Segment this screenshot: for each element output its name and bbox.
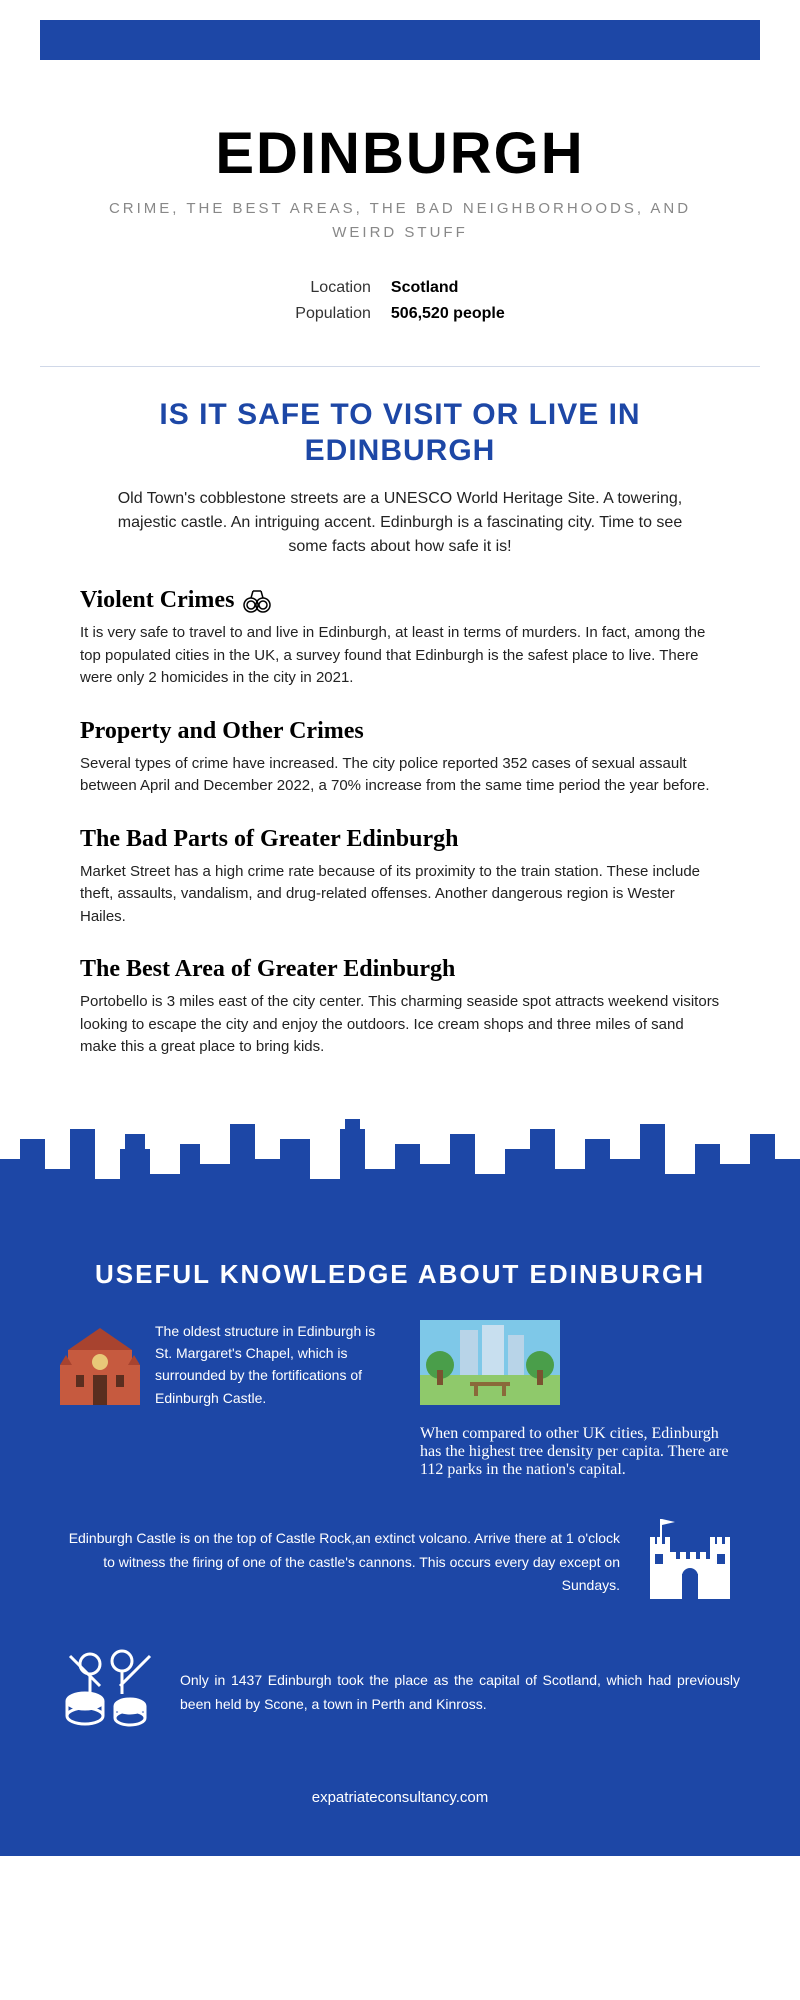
infographic-page: EDINBURGH CRIME, THE BEST AREAS, THE BAD… <box>0 20 800 1856</box>
bad-parts-heading: The Bad Parts of Greater Edinburgh <box>80 826 720 853</box>
section-bad-parts: The Bad Parts of Greater Edinburgh Marke… <box>0 826 800 929</box>
violent-crimes-heading-text: Violent Crimes <box>80 587 234 614</box>
meta-labels: Location Population <box>295 275 371 326</box>
fact-trees: When compared to other UK cities, Edinbu… <box>420 1320 740 1479</box>
skyline-graphic <box>0 1089 800 1229</box>
fact-chapel-text: The oldest structure in Edinburgh is St.… <box>155 1320 380 1410</box>
fact-chapel: The oldest structure in Edinburgh is St.… <box>60 1320 380 1479</box>
fact-trees-text: When compared to other UK cities, Edinbu… <box>420 1425 740 1479</box>
meta-values: Scotland 506,520 people <box>391 275 505 326</box>
fact-castle: Edinburgh Castle is on the top of Castle… <box>60 1509 740 1617</box>
fact-capital: Only in 1437 Edinburgh took the place as… <box>60 1646 740 1739</box>
section-property-crimes: Property and Other Crimes Several types … <box>0 718 800 798</box>
section-best-area: The Best Area of Greater Edinburgh Porto… <box>0 956 800 1059</box>
violent-crimes-body: It is very safe to travel to and live in… <box>80 622 720 690</box>
section-violent-crimes: Violent Crimes It is very safe to travel… <box>0 587 800 690</box>
best-area-body: Portobello is 3 miles east of the city c… <box>80 991 720 1059</box>
handcuffs-icon <box>242 588 272 614</box>
page-subtitle: CRIME, THE BEST AREAS, THE BAD NEIGHBORH… <box>80 197 720 245</box>
safety-block: IS IT SAFE TO VISIT OR LIVE IN EDINBURGH… <box>0 367 800 559</box>
population-label: Population <box>295 301 371 327</box>
top-accent-bar <box>40 20 760 60</box>
footer-url: expatriateconsultancy.com <box>60 1789 740 1806</box>
population-value: 506,520 people <box>391 301 505 327</box>
safety-intro: Old Town's cobblestone streets are a UNE… <box>80 487 720 559</box>
knowledge-block: USEFUL KNOWLEDGE ABOUT EDINBURGH <box>0 1229 800 1857</box>
header-block: EDINBURGH CRIME, THE BEST AREAS, THE BAD… <box>0 60 800 366</box>
park-icon <box>420 1320 560 1410</box>
castle-icon <box>640 1509 740 1617</box>
drums-icon <box>60 1646 160 1739</box>
skyline-icon <box>0 1089 800 1229</box>
property-crimes-body: Several types of crime have increased. T… <box>80 753 720 798</box>
page-title: EDINBURGH <box>80 120 720 187</box>
safety-heading: IS IT SAFE TO VISIT OR LIVE IN EDINBURGH <box>80 397 720 469</box>
violent-crimes-heading: Violent Crimes <box>80 587 720 614</box>
location-label: Location <box>295 275 371 301</box>
location-value: Scotland <box>391 275 505 301</box>
fact-castle-text: Edinburgh Castle is on the top of Castle… <box>60 1527 620 1598</box>
best-area-heading: The Best Area of Greater Edinburgh <box>80 956 720 983</box>
property-crimes-heading: Property and Other Crimes <box>80 718 720 745</box>
bad-parts-body: Market Street has a high crime rate beca… <box>80 861 720 929</box>
knowledge-heading: USEFUL KNOWLEDGE ABOUT EDINBURGH <box>60 1259 740 1290</box>
meta-row: Location Population Scotland 506,520 peo… <box>80 275 720 326</box>
facts-grid: The oldest structure in Edinburgh is St.… <box>60 1320 740 1479</box>
fact-capital-text: Only in 1437 Edinburgh took the place as… <box>180 1669 740 1717</box>
chapel-icon <box>60 1320 140 1416</box>
